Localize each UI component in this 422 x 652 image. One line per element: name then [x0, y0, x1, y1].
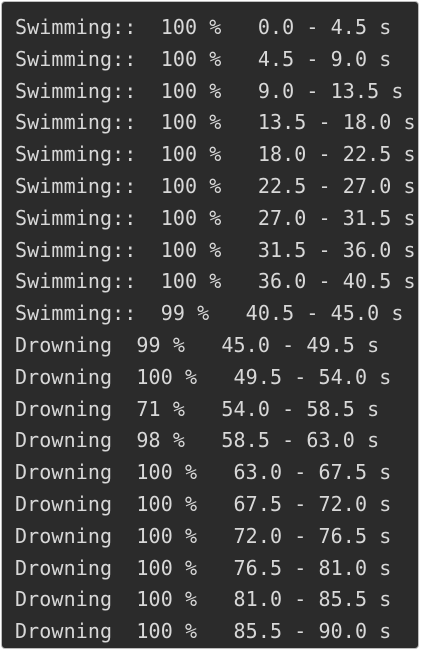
output-line: Drowning 100 % 49.5 - 54.0 s — [15, 364, 392, 389]
output-line: Swimming:: 100 % 13.5 - 18.0 s — [15, 110, 416, 135]
output-line: Drowning 99 % 45.0 - 49.5 s — [15, 332, 380, 357]
output-line: Drowning 100 % 72.0 - 76.5 s — [15, 523, 392, 548]
output-line: Drowning 100 % 67.5 - 72.0 s — [15, 491, 392, 516]
output-line: Swimming:: 100 % 27.0 - 31.5 s — [15, 205, 416, 230]
output-line: Swimming:: 99 % 40.5 - 45.0 s — [15, 301, 404, 326]
output-line: Swimming:: 100 % 22.5 - 27.0 s — [15, 173, 416, 198]
output-line: Drowning 100 % 85.5 - 90.0 s — [15, 619, 392, 644]
output-line: Drowning 98 % 58.5 - 63.0 s — [15, 428, 380, 453]
output-line: Drowning 100 % 81.0 - 85.5 s — [15, 587, 392, 612]
output-line: Drowning 71 % 54.0 - 58.5 s — [15, 396, 380, 421]
output-line: Swimming:: 100 % 0.0 - 4.5 s — [15, 15, 392, 39]
output-line: Swimming:: 100 % 18.0 - 22.5 s — [15, 142, 416, 167]
output-line: Drowning 100 % 63.0 - 67.5 s — [15, 460, 392, 485]
output-line: Swimming:: 100 % 4.5 - 9.0 s — [15, 46, 392, 71]
terminal-lines: Swimming:: 100 % 0.0 - 4.5 s Swimming:: … — [15, 12, 416, 648]
output-line: Swimming:: 100 % 9.0 - 13.5 s — [15, 78, 404, 103]
output-line: Swimming:: 100 % 31.5 - 36.0 s — [15, 237, 416, 262]
output-line: Swimming:: 100 % 36.0 - 40.5 s — [15, 269, 416, 294]
output-line: Drowning 100 % 76.5 - 81.0 s — [15, 555, 392, 580]
